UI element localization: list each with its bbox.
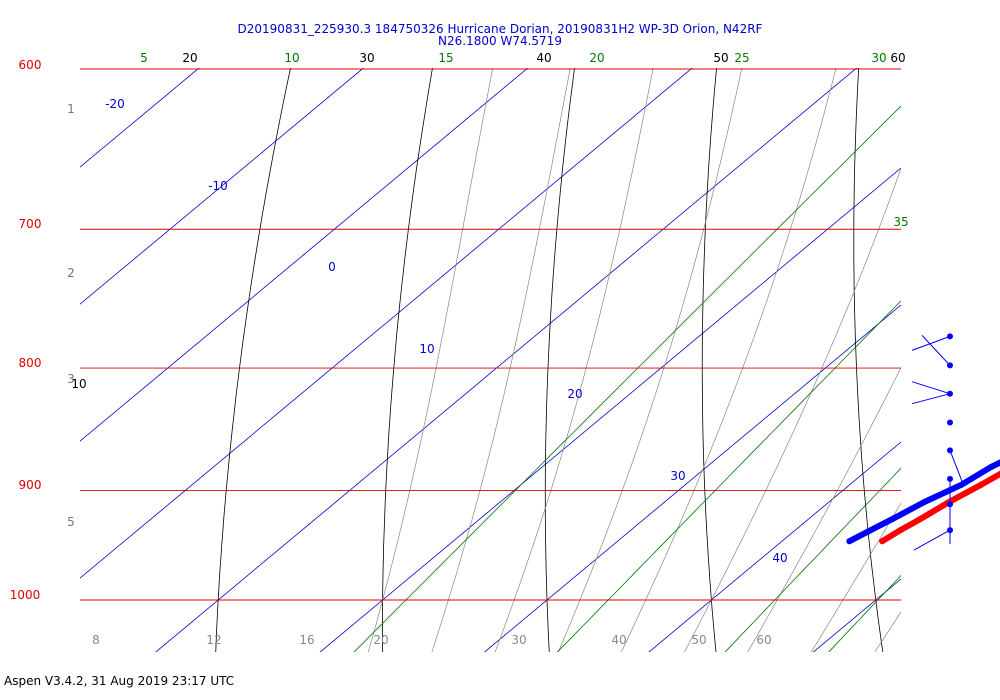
dry-adiabat-line — [381, 68, 433, 652]
wind-barb-shaft — [949, 450, 965, 487]
mixing-ratio-label: 10 — [284, 51, 299, 65]
isotherm-label: 20 — [567, 387, 582, 401]
isotherm-line — [648, 441, 901, 652]
moist-adiabat-line — [494, 68, 654, 652]
dry-adiabat-line — [215, 68, 291, 652]
mixing-ratio-line — [353, 105, 901, 652]
isotherm-label: 0 — [328, 260, 336, 274]
dewpoint-point — [889, 516, 896, 522]
wind-barb-shaft — [911, 381, 951, 395]
temperature-point — [978, 481, 985, 488]
isotherm-label: -10 — [208, 179, 228, 193]
temperature-line — [879, 470, 1000, 545]
moist-adiabat-line — [747, 366, 901, 652]
moist-adiabat-line — [956, 0, 1000, 700]
moist-adiabat-line — [894, 0, 1000, 700]
pressure-label: 1000 — [10, 588, 41, 602]
moist-adiabat-line — [367, 68, 494, 652]
height-label: 1 — [67, 102, 75, 116]
isotherm-line — [155, 68, 858, 652]
theta-label: 10 — [71, 377, 86, 391]
wind-barb-shaft — [911, 335, 951, 351]
temperature-point — [879, 538, 886, 545]
bottom-label: 8 — [92, 633, 100, 647]
isotherm-line — [80, 68, 365, 305]
isotherm-line — [80, 68, 693, 579]
mixing-ratio-line — [828, 574, 901, 652]
dewpoint-point — [987, 464, 994, 471]
pressure-label: 800 — [19, 356, 42, 370]
height-label: 2 — [67, 266, 75, 280]
chart-subtitle: N26.1800 W74.5719 — [438, 34, 562, 48]
moist-adiabat-line — [431, 68, 571, 652]
isotherm-line — [812, 578, 901, 652]
temperature-point — [917, 516, 924, 522]
mixing-ratio-line — [843, 0, 1000, 700]
bottom-label: 16 — [299, 633, 314, 647]
mixing-ratio-line — [556, 300, 901, 652]
theta-label: 20 — [182, 51, 197, 65]
pressure-label: 600 — [19, 58, 42, 72]
isotherm-line — [80, 68, 200, 168]
isotherm-label: 40 — [772, 551, 787, 565]
mixing-ratio-label: 30 — [871, 51, 886, 65]
moist-adiabat-line — [557, 68, 743, 652]
pressure-label: 900 — [19, 478, 42, 492]
height-label: 3 — [67, 372, 75, 386]
theta-label: 60 — [890, 51, 905, 65]
mixing-ratio-line — [955, 0, 1000, 700]
dry-adiabat-line — [701, 68, 717, 652]
height-label: 5 — [67, 515, 75, 529]
wind-barbs — [911, 333, 965, 551]
theta-label: 30 — [359, 51, 374, 65]
mixing-ratio-label: 35 — [893, 215, 908, 229]
isotherm-label: 30 — [670, 469, 685, 483]
isotherm-line — [483, 304, 901, 652]
dry-adiabat-line — [853, 68, 884, 652]
wind-barb-shaft — [913, 529, 951, 551]
mixing-ratio-label: 15 — [438, 51, 453, 65]
bottom-label: 20 — [373, 633, 388, 647]
sounding-profiles — [846, 459, 1000, 545]
mixing-ratio-label: 5 — [140, 51, 148, 65]
dry-adiabat-line — [544, 68, 575, 652]
bottom-label: 30 — [511, 633, 526, 647]
mixing-ratio-line — [904, 0, 1000, 700]
dewpoint-line — [846, 459, 1000, 545]
isobars — [80, 68, 901, 601]
mixing-ratio-label: 25 — [734, 51, 749, 65]
moist-adiabat-line — [684, 167, 901, 652]
theta-label: 40 — [536, 51, 551, 65]
bottom-label: 40 — [611, 633, 626, 647]
temperature-point — [897, 527, 904, 534]
wind-barb-shaft — [921, 335, 951, 366]
isotherm-label: 10 — [419, 342, 434, 356]
wind-barb-station — [947, 419, 953, 426]
moist-adiabat-line — [810, 502, 901, 652]
chart-title: D20190831_225930.3 184750326 Hurricane D… — [238, 22, 763, 36]
isotherm-line — [319, 167, 901, 652]
bottom-label: 12 — [206, 633, 221, 647]
pressure-label: 700 — [19, 217, 42, 231]
isotherm-line — [80, 68, 529, 442]
theta-label: 50 — [713, 51, 728, 65]
bottom-label: 50 — [691, 633, 706, 647]
footer-text: Aspen V3.4.2, 31 Aug 2019 23:17 UTC — [4, 674, 235, 688]
mixing-ratio-label: 20 — [589, 51, 604, 65]
mixing-ratio-line — [724, 467, 901, 652]
dewpoint-point — [867, 527, 874, 534]
isotherm-label: -20 — [105, 97, 125, 111]
dewpoint-point — [846, 538, 853, 545]
bottom-label: 60 — [756, 633, 771, 647]
dewpoint-point — [921, 499, 928, 505]
moist-adiabat-line — [620, 68, 837, 652]
wind-barb-shaft — [911, 393, 951, 405]
moist-adiabat-line — [874, 611, 901, 652]
